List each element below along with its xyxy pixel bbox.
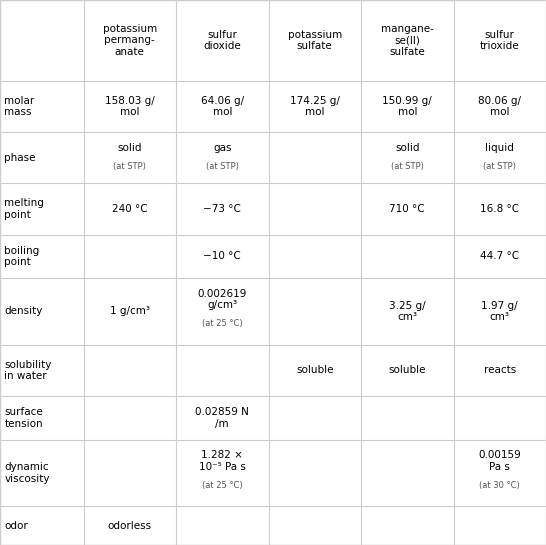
Text: 0.00159
Pa s: 0.00159 Pa s <box>478 450 521 472</box>
Text: sulfur
dioxide: sulfur dioxide <box>204 29 241 51</box>
Text: 1.282 ×
10⁻⁵ Pa s: 1.282 × 10⁻⁵ Pa s <box>199 450 246 472</box>
Text: (at 30 °C): (at 30 °C) <box>479 481 520 489</box>
Text: (at STP): (at STP) <box>391 162 424 171</box>
Text: soluble: soluble <box>296 366 334 376</box>
Text: 1.97 g/
cm³: 1.97 g/ cm³ <box>482 301 518 322</box>
Text: 64.06 g/
mol: 64.06 g/ mol <box>201 95 244 117</box>
Text: 240 °C: 240 °C <box>112 204 147 214</box>
Text: (at STP): (at STP) <box>206 162 239 171</box>
Text: (at STP): (at STP) <box>483 162 516 171</box>
Text: solid: solid <box>117 143 142 154</box>
Text: 0.02859 N
/m: 0.02859 N /m <box>195 407 249 429</box>
Text: (at STP): (at STP) <box>114 162 146 171</box>
Text: odorless: odorless <box>108 520 152 531</box>
Text: soluble: soluble <box>389 366 426 376</box>
Text: dynamic
viscosity: dynamic viscosity <box>4 462 50 484</box>
Text: 150.99 g/
mol: 150.99 g/ mol <box>382 95 432 117</box>
Text: odor: odor <box>4 520 28 531</box>
Text: gas: gas <box>213 143 232 154</box>
Text: (at 25 °C): (at 25 °C) <box>202 481 242 489</box>
Text: solid: solid <box>395 143 419 154</box>
Text: 44.7 °C: 44.7 °C <box>480 251 519 262</box>
Text: sulfur
trioxide: sulfur trioxide <box>480 29 520 51</box>
Text: 16.8 °C: 16.8 °C <box>480 204 519 214</box>
Text: phase: phase <box>4 153 36 162</box>
Text: surface
tension: surface tension <box>4 407 43 429</box>
Text: density: density <box>4 306 43 317</box>
Text: −10 °C: −10 °C <box>204 251 241 262</box>
Text: 0.002619
g/cm³: 0.002619 g/cm³ <box>198 289 247 310</box>
Text: 710 °C: 710 °C <box>389 204 425 214</box>
Text: 80.06 g/
mol: 80.06 g/ mol <box>478 95 521 117</box>
Text: 158.03 g/
mol: 158.03 g/ mol <box>105 95 155 117</box>
Text: solubility
in water: solubility in water <box>4 360 52 381</box>
Text: 174.25 g/
mol: 174.25 g/ mol <box>290 95 340 117</box>
Text: potassium
sulfate: potassium sulfate <box>288 29 342 51</box>
Text: potassium
permang-
anate: potassium permang- anate <box>103 24 157 57</box>
Text: mangane-
se(II)
sulfate: mangane- se(II) sulfate <box>381 24 434 57</box>
Text: boiling
point: boiling point <box>4 246 40 267</box>
Text: −73 °C: −73 °C <box>203 204 241 214</box>
Text: 1 g/cm³: 1 g/cm³ <box>110 306 150 317</box>
Text: liquid: liquid <box>485 143 514 154</box>
Text: reacts: reacts <box>484 366 516 376</box>
Text: molar
mass: molar mass <box>4 95 34 117</box>
Text: 3.25 g/
cm³: 3.25 g/ cm³ <box>389 301 425 322</box>
Text: (at 25 °C): (at 25 °C) <box>202 319 242 328</box>
Text: melting
point: melting point <box>4 198 44 220</box>
